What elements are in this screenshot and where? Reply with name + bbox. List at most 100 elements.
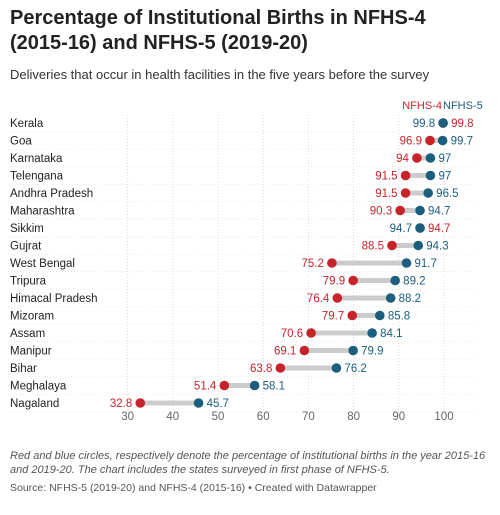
nfhs5-dot [413,240,424,251]
legend: NFHS-4 NFHS-5 [402,100,482,112]
category-label: Andhra Pradesh [10,188,93,200]
category-label: Karnataka [10,153,63,165]
x-tick-label: 30 [121,411,134,423]
nfhs5-dot [438,118,448,128]
nfhs4-dot [425,135,435,146]
nfhs5-dot [423,188,433,198]
nfhs5-dot [249,380,260,391]
x-tick-label: 100 [434,411,453,423]
x-tick-label: 40 [166,411,179,423]
category-label: Goa [10,136,32,148]
nfhs4-value-label: 79.9 [323,276,345,288]
category-label: Mizoram [10,311,54,323]
nfhs5-dot [331,363,342,373]
nfhs4-value-label: 91.5 [375,171,397,183]
category-label: Assam [10,328,45,340]
nfhs5-value-label: 99.8 [413,118,435,130]
nfhs5-dot [437,135,448,146]
nfhs5-value-label: 94.7 [428,206,450,218]
category-label: Bihar [10,363,37,375]
nfhs4-dot [327,258,337,268]
nfhs4-value-label: 91.5 [375,188,397,200]
category-label: West Bengal [10,258,75,270]
category-label: Meghalaya [10,381,67,393]
chart-subtitle: Deliveries that occur in health faciliti… [10,67,430,82]
nfhs5-value-label: 89.2 [403,276,425,288]
nfhs5-dot [415,205,425,216]
nfhs4-dot [400,188,411,198]
nfhs5-dot [193,398,204,408]
nfhs5-value-label: 58.1 [263,381,285,393]
nfhs5-value-label: 76.2 [344,363,366,375]
nfhs4-value-label: 90.3 [370,206,392,218]
chart-title: Percentage of Institutional Births in NF… [10,7,426,54]
nfhs4-value-label: 69.1 [274,346,296,358]
nfhs5-dot [390,275,400,286]
nfhs5-value-label: 99.7 [451,136,473,148]
nfhs4-value-label: 79.7 [322,311,344,323]
nfhs4-dot [332,293,343,303]
x-tick-label: 70 [302,411,315,423]
nfhs4-dot [395,205,405,216]
nfhs4-dot [219,380,230,391]
nfhs4-value-label: 88.5 [362,241,384,253]
category-label: Himacal Pradesh [10,293,98,305]
nfhs5-value-label: 94.7 [390,223,412,235]
x-tick-label: 60 [257,411,270,423]
nfhs4-dot [387,240,397,251]
nfhs5-value-label: 97 [438,153,451,165]
nfhs5-dot [348,345,358,356]
nfhs4-value-label: 75.2 [302,258,324,270]
nfhs5-value-label: 85.8 [388,311,410,323]
nfhs5-value-label: 88.2 [399,293,421,305]
category-label: Sikkim [10,223,44,235]
category-label: Kerala [10,118,44,130]
nfhs5-value-label: 96.5 [436,188,458,200]
nfhs5-value-label: 94.3 [426,241,448,253]
nfhs5-dot [415,223,425,233]
nfhs4-dot [348,275,358,286]
nfhs4-dot [135,398,146,408]
nfhs5-value-label: 45.7 [207,398,229,410]
nfhs4-dot [400,170,411,181]
nfhs5-value-label: 97 [438,171,451,183]
nfhs4-value-label: 32.8 [110,398,132,410]
x-tick-label: 80 [347,411,360,423]
nfhs5-dot [367,328,377,338]
chart-source: Source: NFHS-5 (2019-20) and NFHS-4 (201… [10,482,377,494]
label-layer: 30 40 50 60 70 80 90 100 Kerala 99.8 99.8 Goa 96.9 99… [10,118,473,423]
nfhs4-value-label: 96.9 [400,136,422,148]
nfhs5-value-label: 84.1 [380,328,402,340]
nfhs4-value-label: 51.4 [194,381,217,393]
chart-note: Red and blue circles, respectively denot… [10,450,486,476]
nfhs5-dot [425,170,436,181]
legend-label-nfhs5: NFHS-5 [443,100,483,112]
category-label: Tripura [10,276,47,288]
legend-label-nfhs4: NFHS-4 [402,100,442,112]
dot-layer [135,118,448,408]
dumbbell-chart: 30 40 50 60 70 80 90 100 Kerala 99.8 99.8 Goa 96.9 99… [8,100,483,423]
x-tick-label: 90 [392,411,405,423]
nfhs4-value-label: 76.4 [307,293,330,305]
nfhs5-dot [375,310,385,321]
category-label: Gujrat [10,241,42,253]
nfhs4-value-label: 70.6 [281,328,303,340]
nfhs5-dot [425,153,436,163]
nfhs4-dot [347,310,358,321]
nfhs4-value-label: 63.8 [250,363,272,375]
category-label: Manipur [10,346,52,358]
nfhs5-dot [385,293,396,303]
nfhs5-dot [401,258,412,268]
category-label: Telengana [10,171,64,183]
nfhs4-dot [412,153,422,163]
category-label: Maharashtra [10,206,75,218]
nfhs4-value-label: 99.8 [451,118,473,130]
nfhs4-dot [275,363,286,373]
nfhs4-dot [299,345,310,356]
nfhs4-value-label: 94 [396,153,409,165]
nfhs4-value-label: 94.7 [428,223,450,235]
category-label: Nagaland [10,398,59,410]
nfhs5-value-label: 79.9 [361,346,383,358]
nfhs5-value-label: 91.7 [414,258,436,270]
x-tick-label: 50 [212,411,225,423]
